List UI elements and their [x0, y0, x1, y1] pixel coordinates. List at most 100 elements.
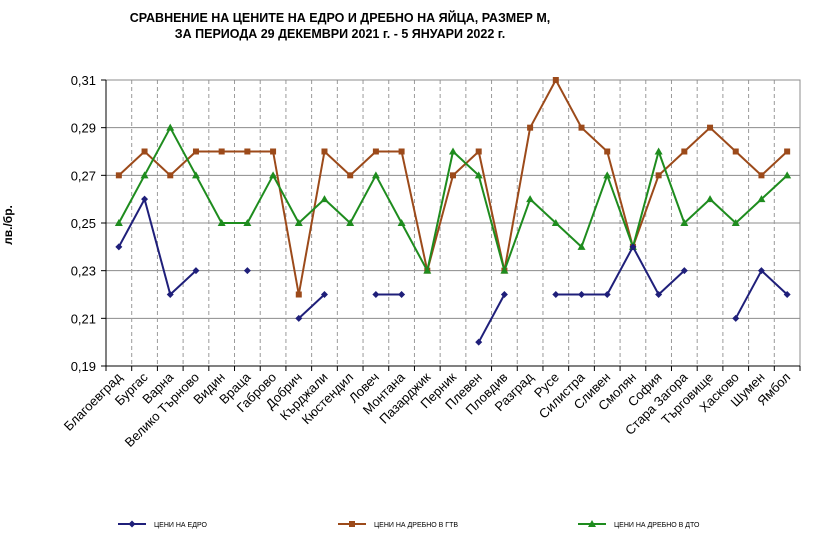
data-point [115, 172, 122, 179]
data-point [115, 243, 123, 251]
data-point [604, 148, 611, 155]
data-point [655, 172, 662, 179]
data-point [758, 172, 765, 179]
y-tick-label: 0,27 [71, 168, 96, 183]
series-line-segment [349, 174, 377, 224]
data-point [140, 171, 149, 179]
data-point [320, 291, 328, 298]
data-point [552, 77, 559, 83]
series-line-segment [298, 293, 326, 320]
y-tick-label: 0,25 [71, 216, 96, 231]
data-point [346, 219, 355, 226]
data-point [552, 291, 560, 298]
legend-label: ЦЕНИ НА ДРЕБНО В ГТВ [374, 522, 458, 529]
data-point [475, 148, 482, 155]
series-line-segment [400, 151, 429, 271]
series-line-segment [683, 126, 711, 153]
series-line-segment [117, 198, 146, 248]
series-line-segment [375, 174, 403, 224]
data-point [732, 314, 740, 322]
series-line-segment [735, 198, 763, 224]
series-line-segment [555, 222, 583, 248]
data-point [784, 148, 791, 155]
series-line-segment [477, 294, 506, 343]
series-line-segment [734, 270, 763, 319]
data-point [732, 148, 739, 155]
data-point [243, 267, 251, 275]
data-point [655, 291, 663, 298]
data-point [450, 172, 456, 179]
series-line-segment [452, 150, 480, 177]
data-point [731, 219, 740, 226]
data-point [141, 148, 148, 155]
data-point [398, 148, 405, 155]
data-point [270, 148, 277, 155]
data-point [526, 195, 535, 203]
series-line-segment [529, 198, 557, 224]
data-point [475, 338, 483, 346]
data-point [500, 266, 509, 274]
data-point [449, 147, 457, 155]
series-line-segment [426, 151, 454, 271]
series-line-segment [503, 198, 532, 272]
y-tick-label: 0,31 [71, 73, 96, 88]
series-line-segment [683, 198, 711, 224]
series-line-segment [632, 246, 660, 295]
series-line-segment [246, 174, 274, 224]
data-point [681, 148, 688, 155]
series-line-segment [169, 127, 197, 176]
data-point [603, 291, 611, 298]
series-line-segment [143, 127, 172, 176]
data-point [141, 195, 149, 203]
series-line-segment [323, 150, 351, 177]
series-line-segment [760, 150, 788, 177]
series-line-segment [735, 150, 763, 177]
data-point [397, 219, 406, 226]
data-point [706, 195, 715, 203]
series-line-segment [760, 269, 788, 296]
y-axis: 0,19 0,21 0,23 0,25 0,27 0,29 0,31 [71, 73, 107, 374]
legend-label: ЦЕНИ НА ДРЕБНО В ДТО [614, 522, 700, 529]
data-point [757, 195, 766, 203]
series-line-segment [169, 150, 197, 177]
series-line-segment [400, 222, 429, 272]
data-point [757, 267, 765, 275]
legend-item-3: ЦЕНИ НА ДРЕБНО В ДТО [578, 520, 700, 529]
series-line-segment [143, 150, 171, 177]
series-2 [115, 77, 791, 298]
series-line-segment [477, 151, 506, 271]
series-line-segment [529, 79, 557, 129]
legend-marker [128, 520, 136, 528]
data-point [783, 171, 792, 179]
legend-marker [588, 520, 596, 527]
data-point [654, 147, 663, 155]
data-point [347, 172, 354, 179]
legend-item-1: ЦЕНИ НА ЕДРО [118, 520, 207, 529]
chart-title: СРАВНЕНИЕ НА ЦЕНИТЕ НА ЕДРО И ДРЕБНО НА … [80, 10, 600, 42]
series-line-segment [606, 151, 634, 248]
chart-title-line-2: ЗА ПЕРИОДА 29 ДЕКЕМВРИ 2021 г. - 5 ЯНУАР… [174, 27, 506, 41]
series-line-segment [709, 126, 737, 153]
series-line-segment [580, 174, 609, 248]
legend-item-2: ЦЕНИ НА ДРЕБНО В ГТВ [338, 521, 458, 529]
data-point [167, 172, 174, 179]
data-point [500, 291, 508, 298]
data-point [423, 266, 432, 274]
data-point [707, 124, 714, 131]
series-line-segment [169, 269, 197, 296]
series-line-segment [580, 126, 608, 153]
series-line-segment [298, 198, 326, 224]
data-point [321, 148, 328, 155]
data-point [474, 171, 483, 179]
data-point [372, 148, 379, 155]
series-line-segment [272, 174, 300, 224]
data-point [527, 124, 534, 131]
data-point [114, 219, 123, 226]
series-layer [114, 77, 792, 346]
data-point [244, 148, 251, 155]
series-3 [114, 123, 792, 274]
data-point [217, 219, 226, 226]
data-point [577, 242, 586, 250]
series-line-segment [349, 150, 377, 177]
